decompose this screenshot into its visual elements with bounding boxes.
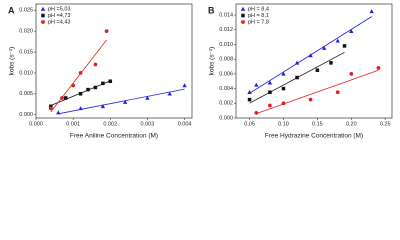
point	[86, 87, 90, 92]
point	[78, 71, 83, 75]
point	[349, 29, 354, 33]
point	[294, 60, 300, 65]
panel-label: B	[208, 5, 215, 15]
point	[295, 75, 299, 80]
fit-line	[50, 39, 107, 113]
point	[267, 80, 273, 85]
legend-marker	[41, 13, 45, 18]
point	[254, 82, 259, 87]
x-axis-title: Free Aniline Concentration (M)	[70, 133, 158, 140]
point	[281, 71, 286, 76]
point	[145, 95, 150, 100]
point	[78, 106, 83, 111]
y-tick-label: 0.025	[19, 8, 33, 14]
legend-marker	[41, 20, 45, 24]
x-tick-label: 0.15	[312, 121, 323, 127]
y-axis-title: kobs (s⁻¹)	[209, 47, 216, 76]
x-tick-label: 0.25	[380, 121, 391, 127]
legend-text: pH = 8,4	[248, 6, 269, 12]
x-tick-label: 0.05	[244, 121, 255, 127]
x-tick-label: 0.003	[141, 121, 155, 127]
y-tick-label: 0.004	[219, 86, 233, 92]
y-tick-label: 0.008	[219, 57, 233, 63]
point	[93, 62, 98, 67]
y-tick-label: 0.002	[219, 101, 233, 107]
point	[56, 110, 61, 115]
point	[101, 81, 105, 86]
y-tick-label: 0.000	[19, 112, 33, 118]
point	[335, 38, 340, 43]
y-tick-label: 0.020	[19, 29, 33, 35]
x-tick-label: 0.000	[29, 121, 43, 127]
point	[182, 83, 187, 88]
y-tick-label: 0.010	[19, 70, 33, 76]
x-tick-label: 0.004	[178, 121, 192, 127]
point	[122, 99, 128, 104]
x-axis-title: Free Hydrazine Concentration (M)	[265, 133, 363, 140]
panel-label: A	[8, 5, 15, 15]
y-tick-label: 0.000	[219, 115, 233, 121]
legend-marker	[241, 13, 245, 18]
point	[108, 79, 113, 84]
point	[308, 97, 313, 102]
point	[71, 83, 76, 88]
point	[369, 9, 374, 14]
y-tick-label: 0.012	[219, 27, 233, 33]
point	[349, 72, 354, 76]
x-tick-label: 0.10	[278, 121, 289, 127]
legend-text: pH = 8,1	[248, 13, 269, 19]
point	[48, 106, 53, 111]
point	[93, 85, 98, 90]
y-tick-label: 0.005	[19, 91, 33, 97]
y-tick-label: 0.010	[219, 42, 233, 48]
fit-line	[58, 88, 185, 115]
point	[63, 96, 68, 100]
point	[329, 61, 333, 65]
point	[49, 104, 53, 109]
point	[281, 101, 286, 106]
y-axis-title: kobs (s⁻¹)	[9, 47, 16, 76]
x-tick-label: 0.20	[346, 121, 357, 127]
legend-marker	[40, 6, 46, 11]
legend-marker	[240, 6, 246, 11]
legend-text: pH =4,43	[48, 19, 70, 25]
point	[342, 44, 347, 48]
y-tick-label: 0.015	[19, 49, 33, 55]
x-tick-label: 0.001	[66, 121, 80, 127]
legend-text: pH = 7,8	[248, 19, 269, 25]
point	[335, 90, 340, 95]
point	[254, 110, 259, 115]
point	[104, 29, 109, 34]
plot-frame	[235, 3, 393, 119]
legend-text: pH =4,73	[48, 13, 70, 19]
point	[268, 103, 272, 108]
point	[281, 86, 286, 91]
legend-marker	[241, 20, 245, 24]
point	[78, 92, 83, 96]
point	[268, 90, 272, 95]
point	[247, 90, 252, 95]
point	[247, 97, 252, 102]
figure: A 0.000 0.001 0.002 0.003 0.004 0.000 0.005 0.01…	[8, 3, 393, 140]
point	[167, 91, 172, 96]
y-tick-label: 0.014	[219, 12, 233, 18]
point	[100, 104, 106, 109]
fit-line	[256, 69, 379, 114]
point	[60, 96, 64, 100]
point	[321, 45, 327, 50]
plot-frame	[35, 3, 193, 119]
y-tick-label: 0.006	[219, 71, 233, 77]
legend-text: pH =5,03	[48, 6, 70, 12]
point	[376, 66, 381, 70]
point	[315, 68, 320, 72]
point	[308, 53, 313, 58]
x-tick-label: 0.002	[103, 121, 117, 127]
